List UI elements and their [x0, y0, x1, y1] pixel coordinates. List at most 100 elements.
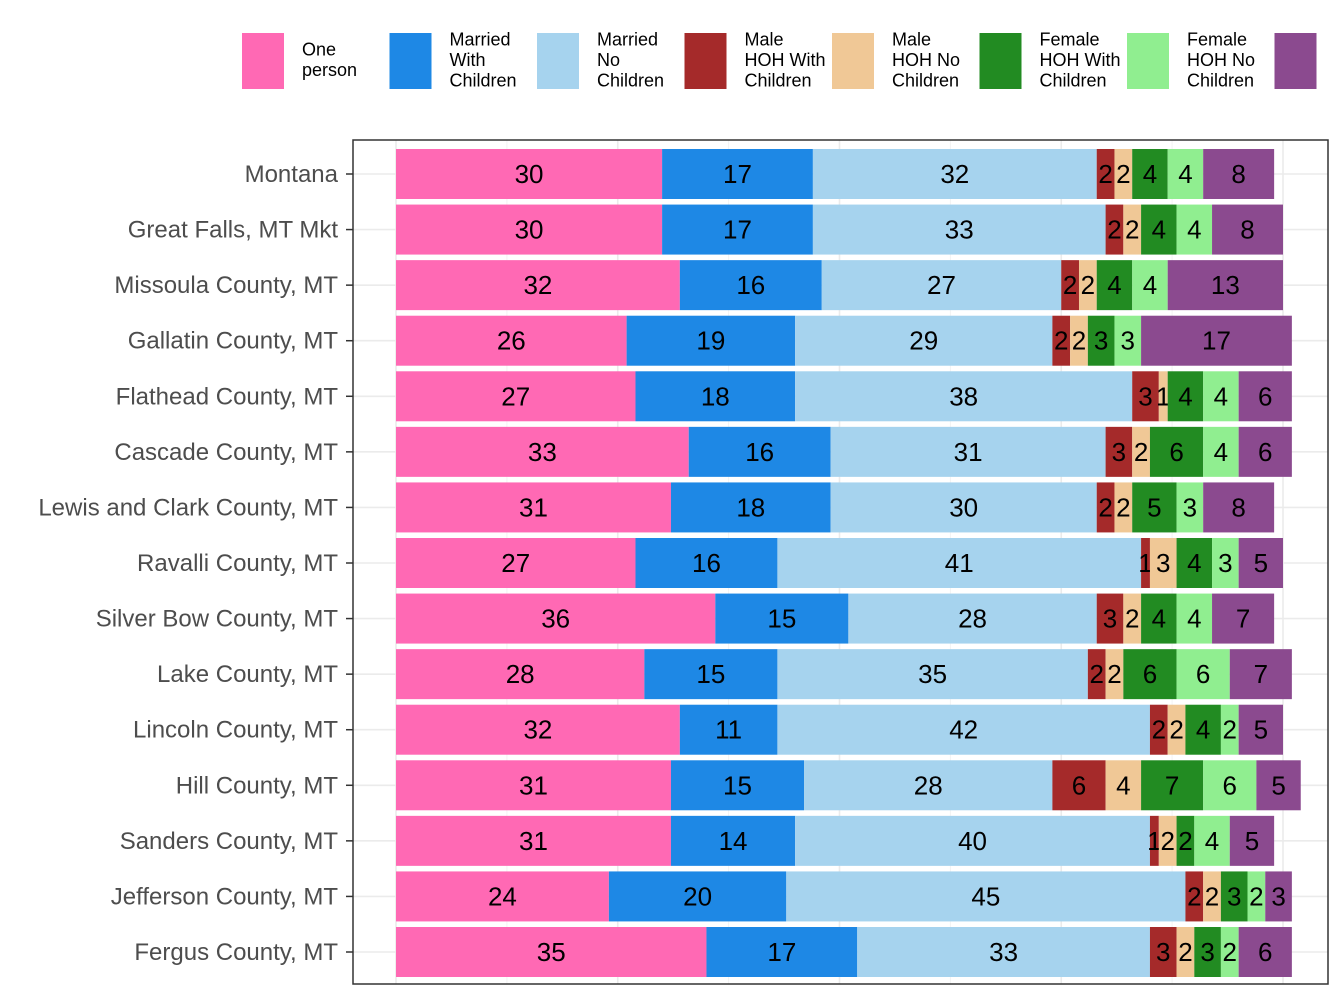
- legend-label: Married: [597, 29, 658, 49]
- bar-value-label: 3: [1112, 437, 1126, 467]
- bar-value-label: 2: [1107, 215, 1121, 245]
- bar-segment: [1149, 704, 1168, 755]
- bar-segment: [1247, 871, 1266, 922]
- bar-row: 33 16 31 3 2 6 4 6: [396, 426, 1292, 477]
- bar-value-label: 17: [767, 937, 796, 967]
- bar-row: 32 11 42 2 2 4 2 5: [396, 704, 1283, 755]
- legend-label: HOH With: [745, 50, 826, 70]
- bar-segment: [688, 426, 831, 477]
- legend-key: [537, 33, 579, 89]
- bar-value-label: 2: [1116, 492, 1130, 522]
- bar-value-label: 6: [1072, 770, 1086, 800]
- bar-value-label: 5: [1254, 715, 1268, 745]
- bar-segment: [1194, 815, 1230, 866]
- bar-value-label: 8: [1231, 159, 1245, 189]
- bar-segment: [1220, 871, 1248, 922]
- bar-value-label: 3: [1200, 937, 1214, 967]
- bar-value-label: 4: [1152, 604, 1166, 634]
- category-label: Lewis and Clark County, MT: [38, 494, 338, 521]
- bar-segment: [1149, 538, 1177, 588]
- legend-key: [242, 33, 284, 89]
- bar-value-label: 7: [1254, 659, 1268, 689]
- bar-segment: [396, 927, 707, 977]
- bar-segment: [1114, 149, 1133, 199]
- bar-segment: [1203, 149, 1275, 199]
- bar-value-label: 4: [1107, 270, 1121, 300]
- bar-value-label: 31: [954, 437, 983, 467]
- bar-value-label: 27: [501, 381, 530, 411]
- bar-value-label: 41: [945, 548, 974, 578]
- legend-key: [832, 33, 874, 89]
- bar-value-label: 32: [523, 715, 552, 745]
- bar-value-label: 4: [1187, 604, 1201, 634]
- bar-row: 26 19 29 2 2 3 3 17: [396, 315, 1292, 366]
- bar-value-label: 4: [1187, 548, 1201, 578]
- category-label: Jefferson County, MT: [111, 883, 339, 910]
- category-label: Cascade County, MT: [114, 439, 338, 466]
- bar-value-label: 6: [1223, 770, 1237, 800]
- bar-segment: [1238, 538, 1283, 588]
- bar-segment: [1123, 593, 1142, 644]
- bar-segment: [1238, 371, 1292, 422]
- bar-segment: [1176, 204, 1213, 255]
- bar-segment: [1132, 426, 1150, 477]
- legend-label: person: [302, 60, 357, 80]
- bar-segment: [777, 704, 1150, 755]
- bar-value-label: 27: [501, 548, 530, 578]
- bar-value-label: 2: [1098, 492, 1112, 522]
- bar-segment: [1105, 204, 1124, 255]
- bar-value-label: 2: [1089, 659, 1103, 689]
- bar-segment: [715, 593, 849, 644]
- bar-segment: [1123, 649, 1177, 700]
- bar-value-label: 1: [1147, 826, 1161, 856]
- bar-value-label: 3: [1156, 548, 1170, 578]
- bar-value-label: 17: [1202, 326, 1231, 356]
- bar-segment: [1070, 315, 1088, 366]
- bar-row: 24 20 45 2 2 3 2 3: [396, 871, 1292, 922]
- bar-segment: [670, 482, 831, 533]
- bar-value-label: 29: [909, 326, 938, 356]
- bar-row: 32 16 27 2 2 4 4 13: [396, 260, 1283, 311]
- bar-value-label: 2: [1160, 826, 1174, 856]
- bar-value-label: 6: [1258, 937, 1272, 967]
- bar-segment: [1149, 815, 1159, 866]
- bar-segment: [1141, 204, 1177, 255]
- bar-value-label: 2: [1116, 159, 1130, 189]
- bar-value-label: 45: [971, 881, 1000, 911]
- bar-value-label: 4: [1178, 381, 1192, 411]
- bar-segment: [1167, 260, 1283, 311]
- category-label: Silver Bow County, MT: [96, 606, 339, 633]
- bar-segment: [396, 482, 671, 533]
- bar-segment: [396, 260, 680, 311]
- legend-key: [389, 33, 432, 89]
- bar-segment: [795, 315, 1053, 366]
- bar-segment: [1176, 482, 1204, 533]
- bar-segment: [670, 760, 805, 811]
- bar-value-label: 3: [1218, 548, 1232, 578]
- bar-value-label: 2: [1205, 881, 1219, 911]
- bar-segment: [1096, 593, 1124, 644]
- bar-value-label: 33: [989, 937, 1018, 967]
- bar-value-label: 4: [1143, 159, 1157, 189]
- bar-segment: [1114, 482, 1133, 533]
- bar-value-label: 2: [1081, 270, 1095, 300]
- bar-value-label: 4: [1214, 381, 1228, 411]
- bar-segment: [1185, 871, 1204, 922]
- bar-value-label: 31: [519, 492, 548, 522]
- bar-value-label: 30: [515, 159, 544, 189]
- bar-segment: [812, 204, 1106, 255]
- bar-segment: [1061, 260, 1079, 311]
- bar-value-label: 15: [723, 770, 752, 800]
- bar-segment: [1238, 704, 1283, 755]
- legend-label: With: [450, 50, 486, 70]
- bar-value-label: 2: [1125, 604, 1139, 634]
- bar-value-label: 5: [1147, 492, 1161, 522]
- bar-value-label: 3: [1227, 881, 1241, 911]
- bar-value-label: 2: [1072, 326, 1086, 356]
- bar-value-label: 31: [519, 826, 548, 856]
- bar-value-label: 2: [1152, 715, 1166, 745]
- bar-segment: [777, 649, 1088, 700]
- bar-value-label: 20: [683, 881, 712, 911]
